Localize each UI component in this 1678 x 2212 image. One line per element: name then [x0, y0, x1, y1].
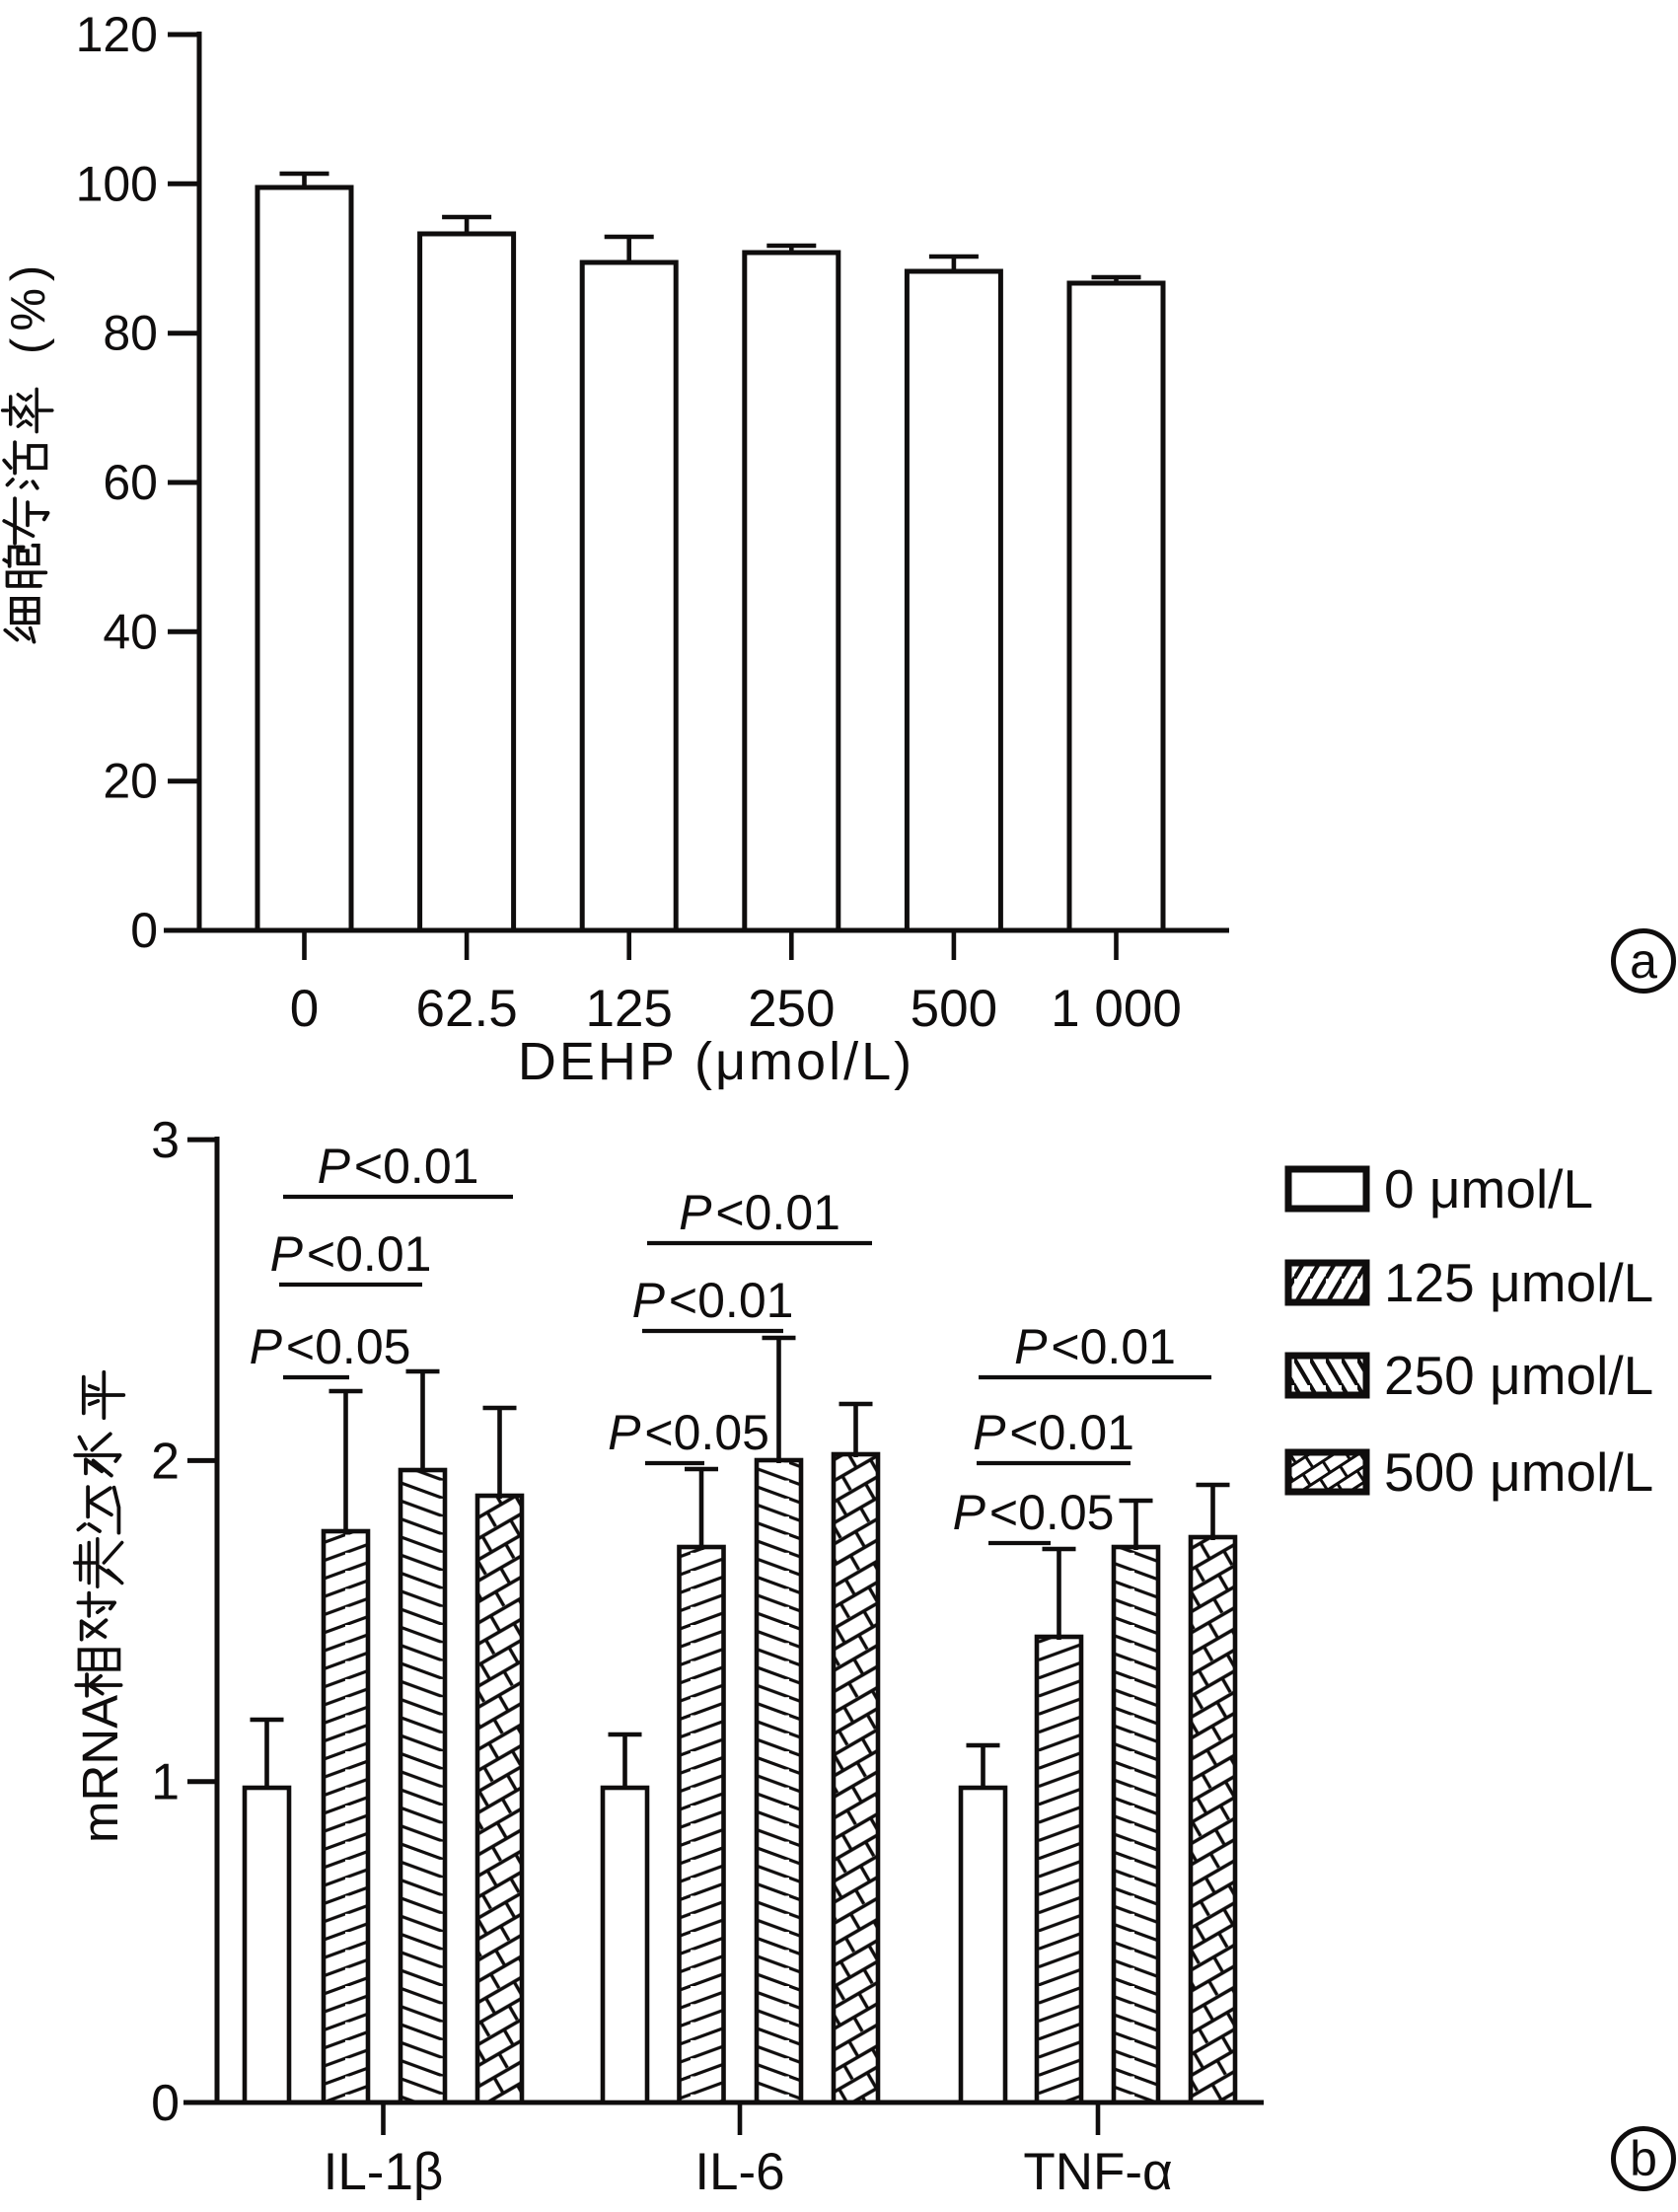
svg-text:80: 80 [103, 306, 158, 361]
svg-text:20: 20 [103, 754, 158, 809]
svg-text:P<0.05: P<0.05 [608, 1405, 769, 1460]
svg-text:60: 60 [103, 455, 158, 510]
svg-text:TNF-α: TNF-α [1023, 2143, 1172, 2201]
svg-text:P<0.01: P<0.01 [318, 1139, 479, 1194]
svg-text:62.5: 62.5 [416, 980, 518, 1038]
svg-text:125 μmol/L: 125 μmol/L [1384, 1252, 1653, 1313]
svg-text:100: 100 [76, 156, 158, 211]
svg-text:0 μmol/L: 0 μmol/L [1384, 1158, 1593, 1219]
svg-text:P<0.01: P<0.01 [632, 1273, 794, 1328]
svg-text:P<0.05: P<0.05 [953, 1485, 1115, 1540]
svg-text:500: 500 [911, 980, 997, 1038]
svg-text:P<0.05: P<0.05 [250, 1319, 411, 1374]
svg-text:P<0.01: P<0.01 [1014, 1319, 1176, 1374]
svg-text:P<0.01: P<0.01 [270, 1226, 432, 1282]
svg-text:2: 2 [151, 1433, 180, 1490]
svg-text:250: 250 [748, 980, 835, 1038]
svg-text:3: 3 [151, 1112, 180, 1169]
svg-text:40: 40 [103, 604, 158, 659]
svg-text:120: 120 [76, 7, 158, 62]
svg-text:mRNA: mRNA [72, 1695, 128, 1843]
svg-text:P<0.01: P<0.01 [973, 1405, 1134, 1460]
svg-text:0: 0 [151, 2075, 180, 2132]
svg-text:P<0.01: P<0.01 [679, 1185, 840, 1240]
svg-text:500 μmol/L: 500 μmol/L [1384, 1441, 1653, 1503]
svg-text:1: 1 [151, 1754, 180, 1811]
svg-text:IL-6: IL-6 [694, 2143, 784, 2201]
svg-text:125: 125 [585, 980, 672, 1038]
svg-text:IL-1β: IL-1β [324, 2143, 444, 2201]
svg-text:0: 0 [130, 903, 158, 958]
svg-text:0: 0 [290, 980, 319, 1038]
svg-text:(%): (%) [2, 258, 55, 354]
svg-text:a: a [1630, 933, 1657, 989]
svg-text:b: b [1630, 2131, 1657, 2186]
svg-text:1 000: 1 000 [1051, 980, 1182, 1038]
svg-text:250 μmol/L: 250 μmol/L [1384, 1345, 1653, 1406]
svg-text:DEHP (μmol/L): DEHP (μmol/L) [518, 1032, 914, 1091]
